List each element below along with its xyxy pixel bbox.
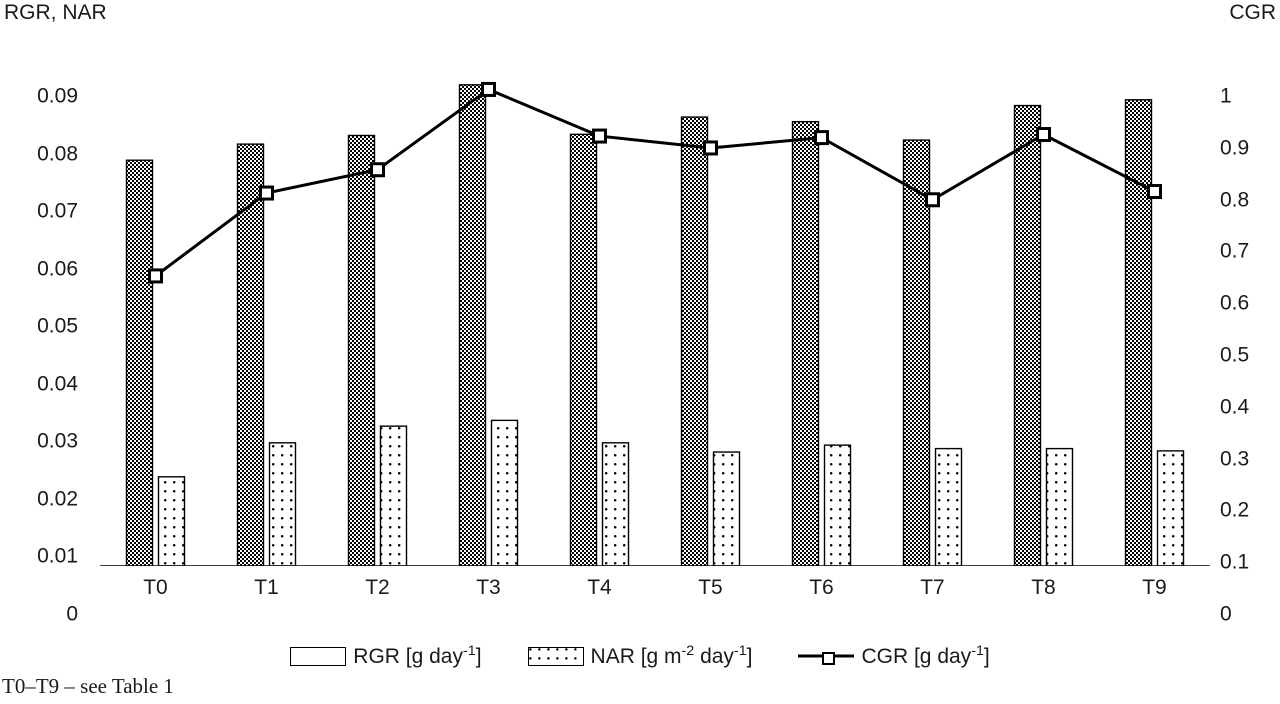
left-axis-tick: 0.05 xyxy=(37,314,78,338)
left-axis-tick: 0.01 xyxy=(37,544,78,568)
legend-label-cgr: CGR [g day-1] xyxy=(861,642,990,668)
legend-item-nar: NAR [g m-2 day-1] xyxy=(527,642,753,668)
right-axis-tick: 0.6 xyxy=(1220,291,1250,315)
nar-bar xyxy=(823,444,852,566)
cgr-line-layer xyxy=(148,81,1162,284)
cgr-data-point-marker xyxy=(1147,183,1162,199)
category-label: T3 xyxy=(476,576,501,599)
rgr-bar xyxy=(902,139,931,566)
left-axis-tick: 0 xyxy=(66,602,78,626)
left-axis-tick: 0.04 xyxy=(37,372,78,396)
category-label: T8 xyxy=(1031,576,1056,599)
cgr-data-point-marker xyxy=(814,130,829,146)
rgr-bar xyxy=(569,133,598,566)
rgr-bar xyxy=(1013,104,1042,566)
left-axis-tick: 0.07 xyxy=(37,199,78,223)
category-label: T6 xyxy=(809,576,834,599)
right-axis-tick: 0.5 xyxy=(1220,343,1250,367)
chart-legend: RGR [g day-1] NAR [g m-2 day-1] CGR [g d… xyxy=(0,636,1280,676)
right-axis-tick: 0.9 xyxy=(1220,136,1250,160)
nar-bar xyxy=(379,425,408,566)
chart-canvas xyxy=(100,81,1210,566)
cgr-line-path xyxy=(154,87,1156,278)
cgr-data-point-marker xyxy=(259,185,274,201)
category-axis-labels: T0 T1 T2 T3 T4 T5 T6 T7 T8 T9 xyxy=(100,574,1210,604)
figure-footnote: T0–T9 – see Table 1 xyxy=(2,674,174,698)
cgr-line-marker-icon xyxy=(798,647,855,666)
nar-bar xyxy=(157,476,186,566)
right-axis-tick: 0.2 xyxy=(1220,498,1250,522)
nar-bar xyxy=(934,447,963,566)
rgr-bar xyxy=(458,84,487,566)
category-label: T5 xyxy=(698,576,723,599)
rgr-bar xyxy=(347,134,376,566)
rgr-bar xyxy=(791,120,820,566)
plot-area xyxy=(100,48,1210,566)
category-label: T0 xyxy=(143,576,168,599)
nar-bar xyxy=(268,442,297,566)
nar-bar xyxy=(601,442,630,566)
category-label: T2 xyxy=(365,576,390,599)
nar-swatch-icon xyxy=(527,646,584,666)
cgr-data-point-marker xyxy=(592,128,607,144)
legend-item-cgr: CGR [g day-1] xyxy=(798,642,990,668)
legend-label-nar: NAR [g m-2 day-1] xyxy=(590,642,753,668)
left-axis-tick: 0.09 xyxy=(37,84,78,108)
nar-bar xyxy=(712,451,741,566)
rgr-bar xyxy=(1124,99,1153,566)
rgr-bar xyxy=(125,159,154,566)
right-axis-tick: 1 xyxy=(1220,84,1232,108)
left-axis-tick: 0.03 xyxy=(37,429,78,453)
left-axis-tick-labels: 0 0.01 0.02 0.03 0.04 0.05 0.06 0.07 0.08 0.09 xyxy=(4,48,90,625)
right-axis-tick: 0.1 xyxy=(1220,550,1250,574)
category-label: T1 xyxy=(254,576,279,599)
rgr-bar xyxy=(236,143,265,566)
left-axis-tick: 0.08 xyxy=(37,142,78,166)
right-axis-tick: 0.7 xyxy=(1220,239,1250,263)
legend-item-rgr: RGR [g day-1] xyxy=(290,642,482,668)
cgr-data-point-marker xyxy=(925,192,940,208)
left-axis-tick: 0.06 xyxy=(37,257,78,281)
right-axis-tick-labels: 0 0.1 0.2 0.3 0.4 0.5 0.6 0.7 0.8 0.9 1 xyxy=(1218,48,1278,625)
category-label: T4 xyxy=(587,576,612,599)
nar-bar xyxy=(1045,447,1074,566)
bars-layer xyxy=(125,84,1185,566)
cgr-data-point-marker xyxy=(481,81,496,97)
right-axis-tick: 0 xyxy=(1220,602,1232,626)
left-axis-title: RGR, NAR xyxy=(4,1,107,24)
cgr-data-point-marker xyxy=(370,162,385,178)
nar-bar xyxy=(490,419,519,566)
rgr-bar xyxy=(680,116,709,566)
cgr-data-point-marker xyxy=(1036,127,1051,143)
category-label: T7 xyxy=(920,576,945,599)
nar-bar xyxy=(1156,450,1185,566)
left-axis-tick: 0.02 xyxy=(37,487,78,511)
legend-label-rgr: RGR [g day-1] xyxy=(353,642,482,668)
right-axis-title: CGR xyxy=(1229,1,1276,24)
rgr-swatch-icon xyxy=(290,646,347,666)
cgr-data-point-marker xyxy=(148,268,163,284)
right-axis-tick: 0.3 xyxy=(1220,447,1250,471)
category-label: T9 xyxy=(1142,576,1167,599)
right-axis-tick: 0.4 xyxy=(1220,395,1250,419)
cgr-data-point-marker xyxy=(703,140,718,156)
right-axis-tick: 0.8 xyxy=(1220,188,1250,212)
